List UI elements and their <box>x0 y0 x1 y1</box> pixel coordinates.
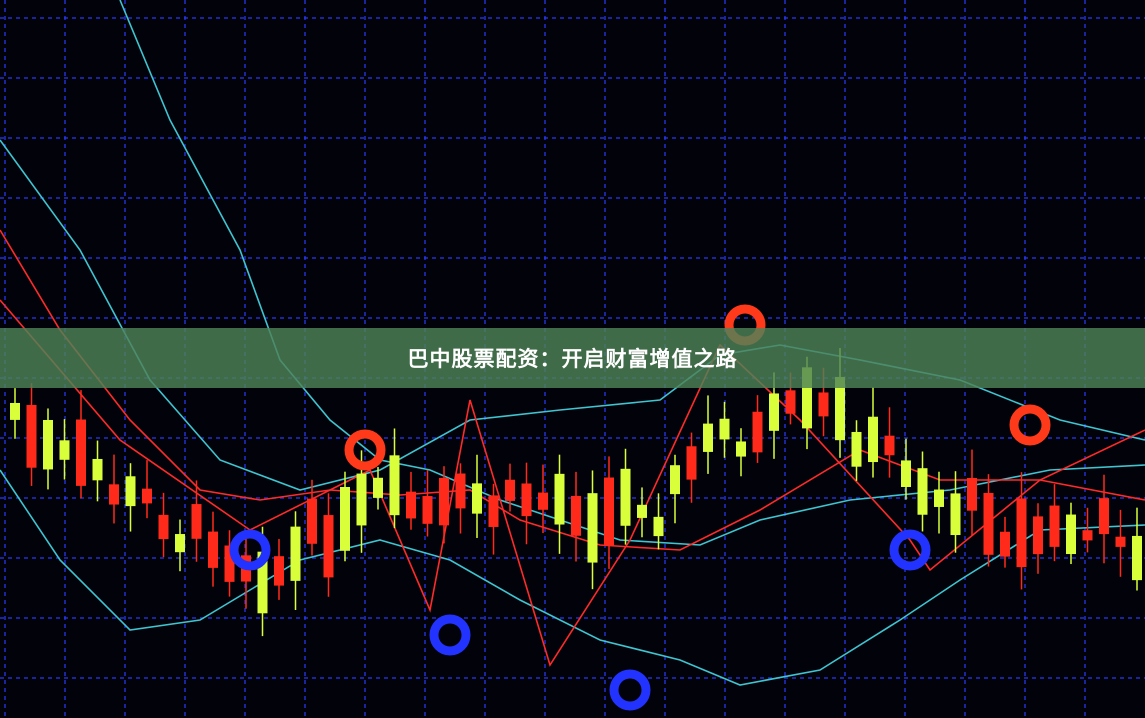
candle-down <box>785 390 796 414</box>
candle-up <box>703 423 713 452</box>
candle-up <box>472 483 482 514</box>
lower-band-line <box>0 469 1145 686</box>
candle-down <box>752 411 763 453</box>
candle-down <box>109 484 119 505</box>
candle-up <box>10 402 20 420</box>
banner-title: 巴中股票配资：开启财富增值之路 <box>407 347 738 371</box>
candle-up <box>868 416 878 463</box>
candle-down <box>208 531 218 568</box>
signal-marker <box>429 614 471 656</box>
candle-down <box>142 488 152 504</box>
candle-down <box>1016 498 1027 568</box>
candle-up <box>340 487 350 551</box>
candle-down <box>967 478 977 511</box>
candle-up <box>901 460 911 487</box>
candle-up <box>917 468 928 515</box>
candle-down <box>488 495 499 527</box>
candle-up <box>92 458 103 481</box>
candle-down <box>1115 536 1126 547</box>
candle-down <box>818 392 829 417</box>
candle-down <box>1033 516 1043 555</box>
candle-up <box>43 419 53 470</box>
candle-down <box>76 419 86 486</box>
candle-down <box>422 496 433 524</box>
candle-down <box>455 473 466 509</box>
candle-up <box>653 516 664 537</box>
candle-down <box>224 545 235 582</box>
candle-down <box>521 483 532 517</box>
candle-down <box>26 404 37 468</box>
signal-marker <box>889 529 931 571</box>
candle-up <box>125 476 136 507</box>
candle-up <box>257 551 268 614</box>
candle-down <box>406 491 416 519</box>
candle-up <box>769 393 779 431</box>
candle-up <box>950 493 961 536</box>
candle-up <box>59 440 70 460</box>
candle-down <box>158 514 169 540</box>
candle-up <box>356 473 367 526</box>
candle-up <box>1132 535 1142 581</box>
signal-marker <box>609 669 651 711</box>
candle-down <box>604 477 614 546</box>
candle-down <box>191 504 202 539</box>
candle-down <box>686 446 697 480</box>
candle-up <box>587 493 598 563</box>
candle-down <box>307 498 317 544</box>
candle-down <box>1082 530 1093 541</box>
candle-up <box>719 418 730 440</box>
candle-up <box>670 465 680 495</box>
title-banner: 巴中股票配资：开启财富增值之路 <box>0 328 1145 388</box>
candle-up <box>290 526 301 581</box>
candle-up <box>389 455 400 516</box>
candle-down <box>1000 531 1010 557</box>
candle-up <box>1066 514 1076 555</box>
candle-down <box>323 515 334 578</box>
signal-marker <box>344 429 386 471</box>
candle-down <box>538 492 548 510</box>
candle-down <box>505 479 515 501</box>
signal-marker <box>229 529 271 571</box>
candle-down <box>1049 505 1060 547</box>
candle-down <box>571 495 581 536</box>
candle-up <box>620 468 631 526</box>
upper-band-line <box>119 0 1145 546</box>
candle-up <box>934 489 944 507</box>
candle-up <box>736 441 746 457</box>
candle-up <box>637 504 647 518</box>
candle-down <box>439 477 449 526</box>
candle-up <box>175 534 185 553</box>
candle-up <box>802 367 812 429</box>
candle-up <box>851 431 862 467</box>
candle-down <box>274 556 284 586</box>
candle-up <box>373 477 383 498</box>
candle-up <box>554 473 565 525</box>
zigzag-line <box>0 299 1145 667</box>
candle-down <box>983 492 994 555</box>
candle-down <box>884 435 895 456</box>
candle-up <box>835 376 845 441</box>
signal-marker <box>1009 404 1051 446</box>
candle-down <box>1099 498 1109 535</box>
